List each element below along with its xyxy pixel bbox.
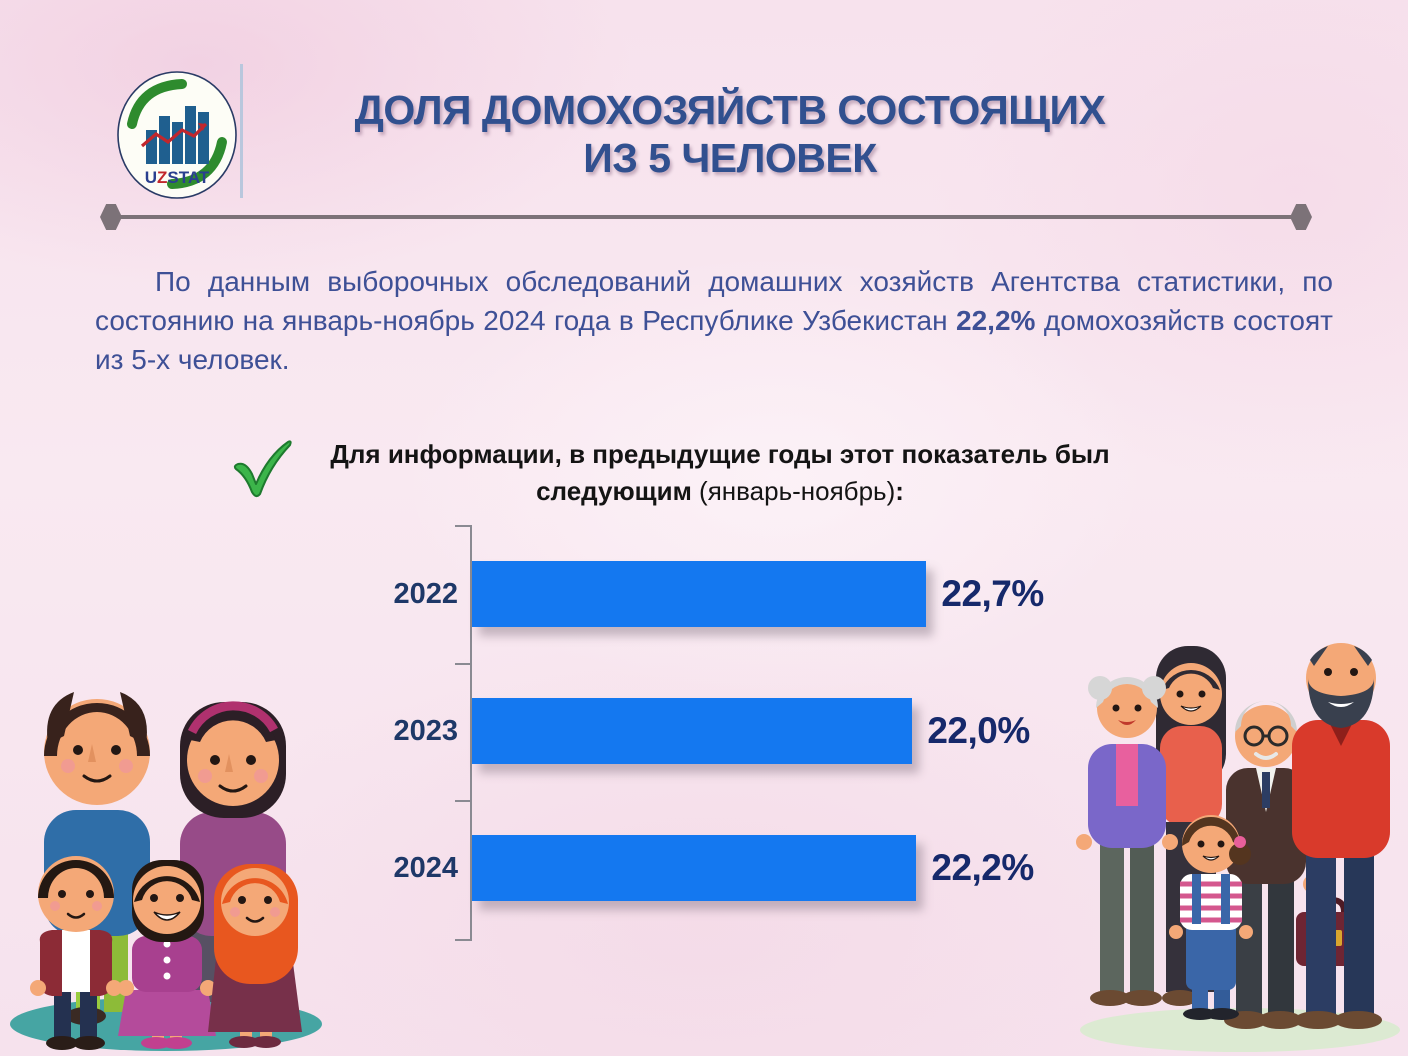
daughter-right-figure: [208, 864, 302, 1048]
note-line2-regular: (январь-ноябрь): [691, 476, 896, 506]
bar-value-2023: 22,0%: [927, 710, 1030, 751]
note-line2-colon: :: [895, 476, 904, 506]
note-line1: Для информации, в предыдущие годы этот п…: [330, 439, 1110, 469]
note-block: Для информации, в предыдущие годы этот п…: [230, 436, 1130, 510]
bar-value-2024: 22,2%: [931, 847, 1034, 888]
section-divider: [100, 204, 1312, 230]
year-label: 2022: [393, 577, 458, 610]
divider-line: [110, 215, 1302, 219]
family-illustration-parents-three-kids: [10, 692, 322, 1051]
bar-track: 22,7%: [472, 561, 1060, 627]
intro-paragraph: По данным выборочных обследований домашн…: [95, 262, 1333, 379]
check-icon: [233, 440, 292, 498]
bar-value-2022: 22,7%: [941, 573, 1044, 614]
uzstat-logo-icon: UZSTAT: [117, 71, 237, 199]
intro-text-2: домохозяйств состоят из 5-х человек.: [95, 305, 1333, 375]
bar-row-2022: 2022 22,7%: [380, 561, 1060, 627]
axis-tick: [455, 663, 471, 665]
axis-tick: [455, 939, 471, 941]
note-line2-bold: следующим: [536, 476, 692, 506]
bar-track: 22,2%: [472, 835, 1060, 901]
svg-text:UZSTAT: UZSTAT: [145, 168, 210, 187]
intro-text-1: По данным выборочных обследований домашн…: [95, 266, 1333, 336]
page-title-line1: ДОЛЯ ДОМОХОЗЯЙСТВ СОСТОЯЩИХ: [354, 87, 1106, 133]
axis-tick: [455, 800, 471, 802]
bar-2023: [472, 698, 913, 764]
son-figure: [30, 856, 122, 1050]
uzstat-logo: UZSTAT: [116, 70, 238, 200]
year-label: 2023: [393, 714, 458, 747]
bar-track: 22,0%: [472, 698, 1060, 764]
axis-tick: [455, 525, 471, 527]
page-title-line2: ИЗ 5 ЧЕЛОВЕК: [583, 135, 877, 181]
note-text: Для информации, в предыдущие годы этот п…: [310, 436, 1130, 510]
year-label: 2024: [393, 851, 458, 884]
household-share-bar-chart: 2022 22,7% 2023 22,0% 2024 22,2%: [380, 523, 1060, 945]
divider-end-right: [1290, 204, 1312, 230]
father-figure: [1292, 643, 1390, 1029]
page-title: ДОЛЯ ДОМОХОЗЯЙСТВ СОСТОЯЩИХ ИЗ 5 ЧЕЛОВЕК: [290, 86, 1170, 182]
grandmother-figure: [1076, 676, 1178, 1006]
family-illustration-grandparents: [1076, 643, 1400, 1052]
chart-y-axis: [470, 525, 472, 941]
bar-row-2023: 2023 22,0%: [380, 698, 1060, 764]
bar-2024: [472, 835, 917, 901]
intro-highlight-value: 22,2%: [956, 305, 1036, 336]
granddaughter-figure: [1169, 815, 1253, 1020]
daughter-middle-figure: [118, 860, 216, 1049]
bar-row-2024: 2024 22,2%: [380, 835, 1060, 901]
logo-divider-line: [240, 64, 243, 198]
bar-2022: [472, 561, 927, 627]
